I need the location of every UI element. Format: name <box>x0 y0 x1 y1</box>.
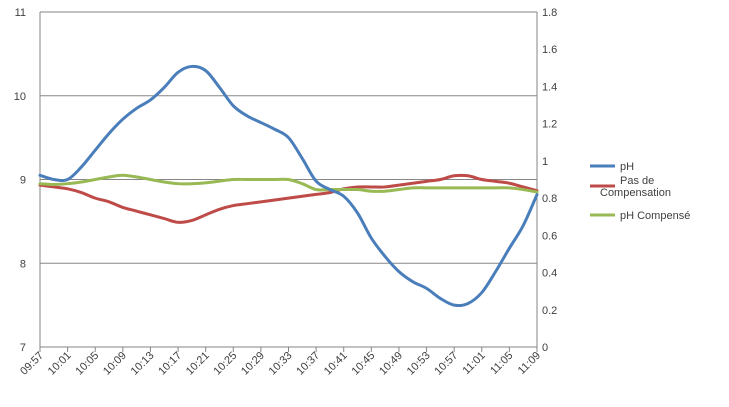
legend-label-0: pH <box>620 161 634 173</box>
x-tick-marks <box>39 347 538 352</box>
right-axis-tick-9: 1.8 <box>542 7 557 19</box>
right-axis-tick-0: 0 <box>542 342 548 354</box>
right-axis-tick-3: 0.6 <box>542 230 557 242</box>
right-axis-tick-6: 1.2 <box>542 119 557 131</box>
x-tick-label-2: 10:05 <box>73 350 101 378</box>
right-axis-tick-7: 1.4 <box>542 81 557 93</box>
right-axis-tick-1: 0.2 <box>542 305 557 317</box>
right-axis-tick-5: 1 <box>542 156 548 168</box>
right-axis-tick-2: 0.4 <box>542 268 557 280</box>
x-tick-label-1: 10:01 <box>46 350 74 378</box>
legend-label-2: pH Compensé <box>620 210 690 222</box>
x-tick-label-11: 10:41 <box>322 350 350 378</box>
grid-lines <box>40 11 537 264</box>
series-line-2 <box>38 173 539 194</box>
left-axis-tick-2: 9 <box>20 175 26 187</box>
series-lines <box>38 64 539 308</box>
legend: pH Pas de Compensation pH Compensé <box>590 161 690 222</box>
series-line-0 <box>38 64 539 308</box>
left-axis-labels: 7 8 9 10 11 <box>14 7 26 354</box>
right-axis-tick-8: 1.6 <box>542 44 557 56</box>
x-tick-label-16: 11:01 <box>461 350 488 377</box>
left-axis-tick-0: 7 <box>20 342 26 354</box>
x-tick-label-18: 11:09 <box>516 350 543 377</box>
x-tick-label-13: 10:49 <box>377 350 405 378</box>
right-axis-tick-4: 0.8 <box>542 193 557 205</box>
x-tick-label-4: 10:13 <box>129 350 157 378</box>
left-axis-tick-1: 8 <box>20 258 26 270</box>
x-tick-label-6: 10:21 <box>184 350 212 378</box>
x-axis-labels: 09:57 10:01 10:05 10:09 10:13 10:17 10:21 10:25… <box>18 350 543 378</box>
x-tick-label-15: 10:57 <box>432 350 460 378</box>
x-tick-label-5: 10:17 <box>156 350 184 378</box>
x-tick-label-9: 10:33 <box>267 350 295 378</box>
x-tick-label-17: 11:05 <box>488 350 515 377</box>
x-tick-label-3: 10:09 <box>101 350 129 378</box>
x-tick-label-7: 10:25 <box>211 350 239 378</box>
x-tick-label-12: 10:45 <box>350 350 378 378</box>
x-tick-label-14: 10:53 <box>405 350 433 378</box>
right-axis-labels: 0 0.2 0.4 0.6 0.8 1 1.2 1.4 1.6 1.8 <box>542 7 557 354</box>
x-tick-label-10: 10:37 <box>294 350 322 378</box>
legend-label-1: Pas de Compensation <box>600 175 671 199</box>
left-axis-tick-3: 10 <box>14 91 26 103</box>
left-axis-tick-4: 11 <box>15 7 26 19</box>
series-line-1 <box>38 173 539 224</box>
x-tick-label-8: 10:29 <box>239 350 267 378</box>
